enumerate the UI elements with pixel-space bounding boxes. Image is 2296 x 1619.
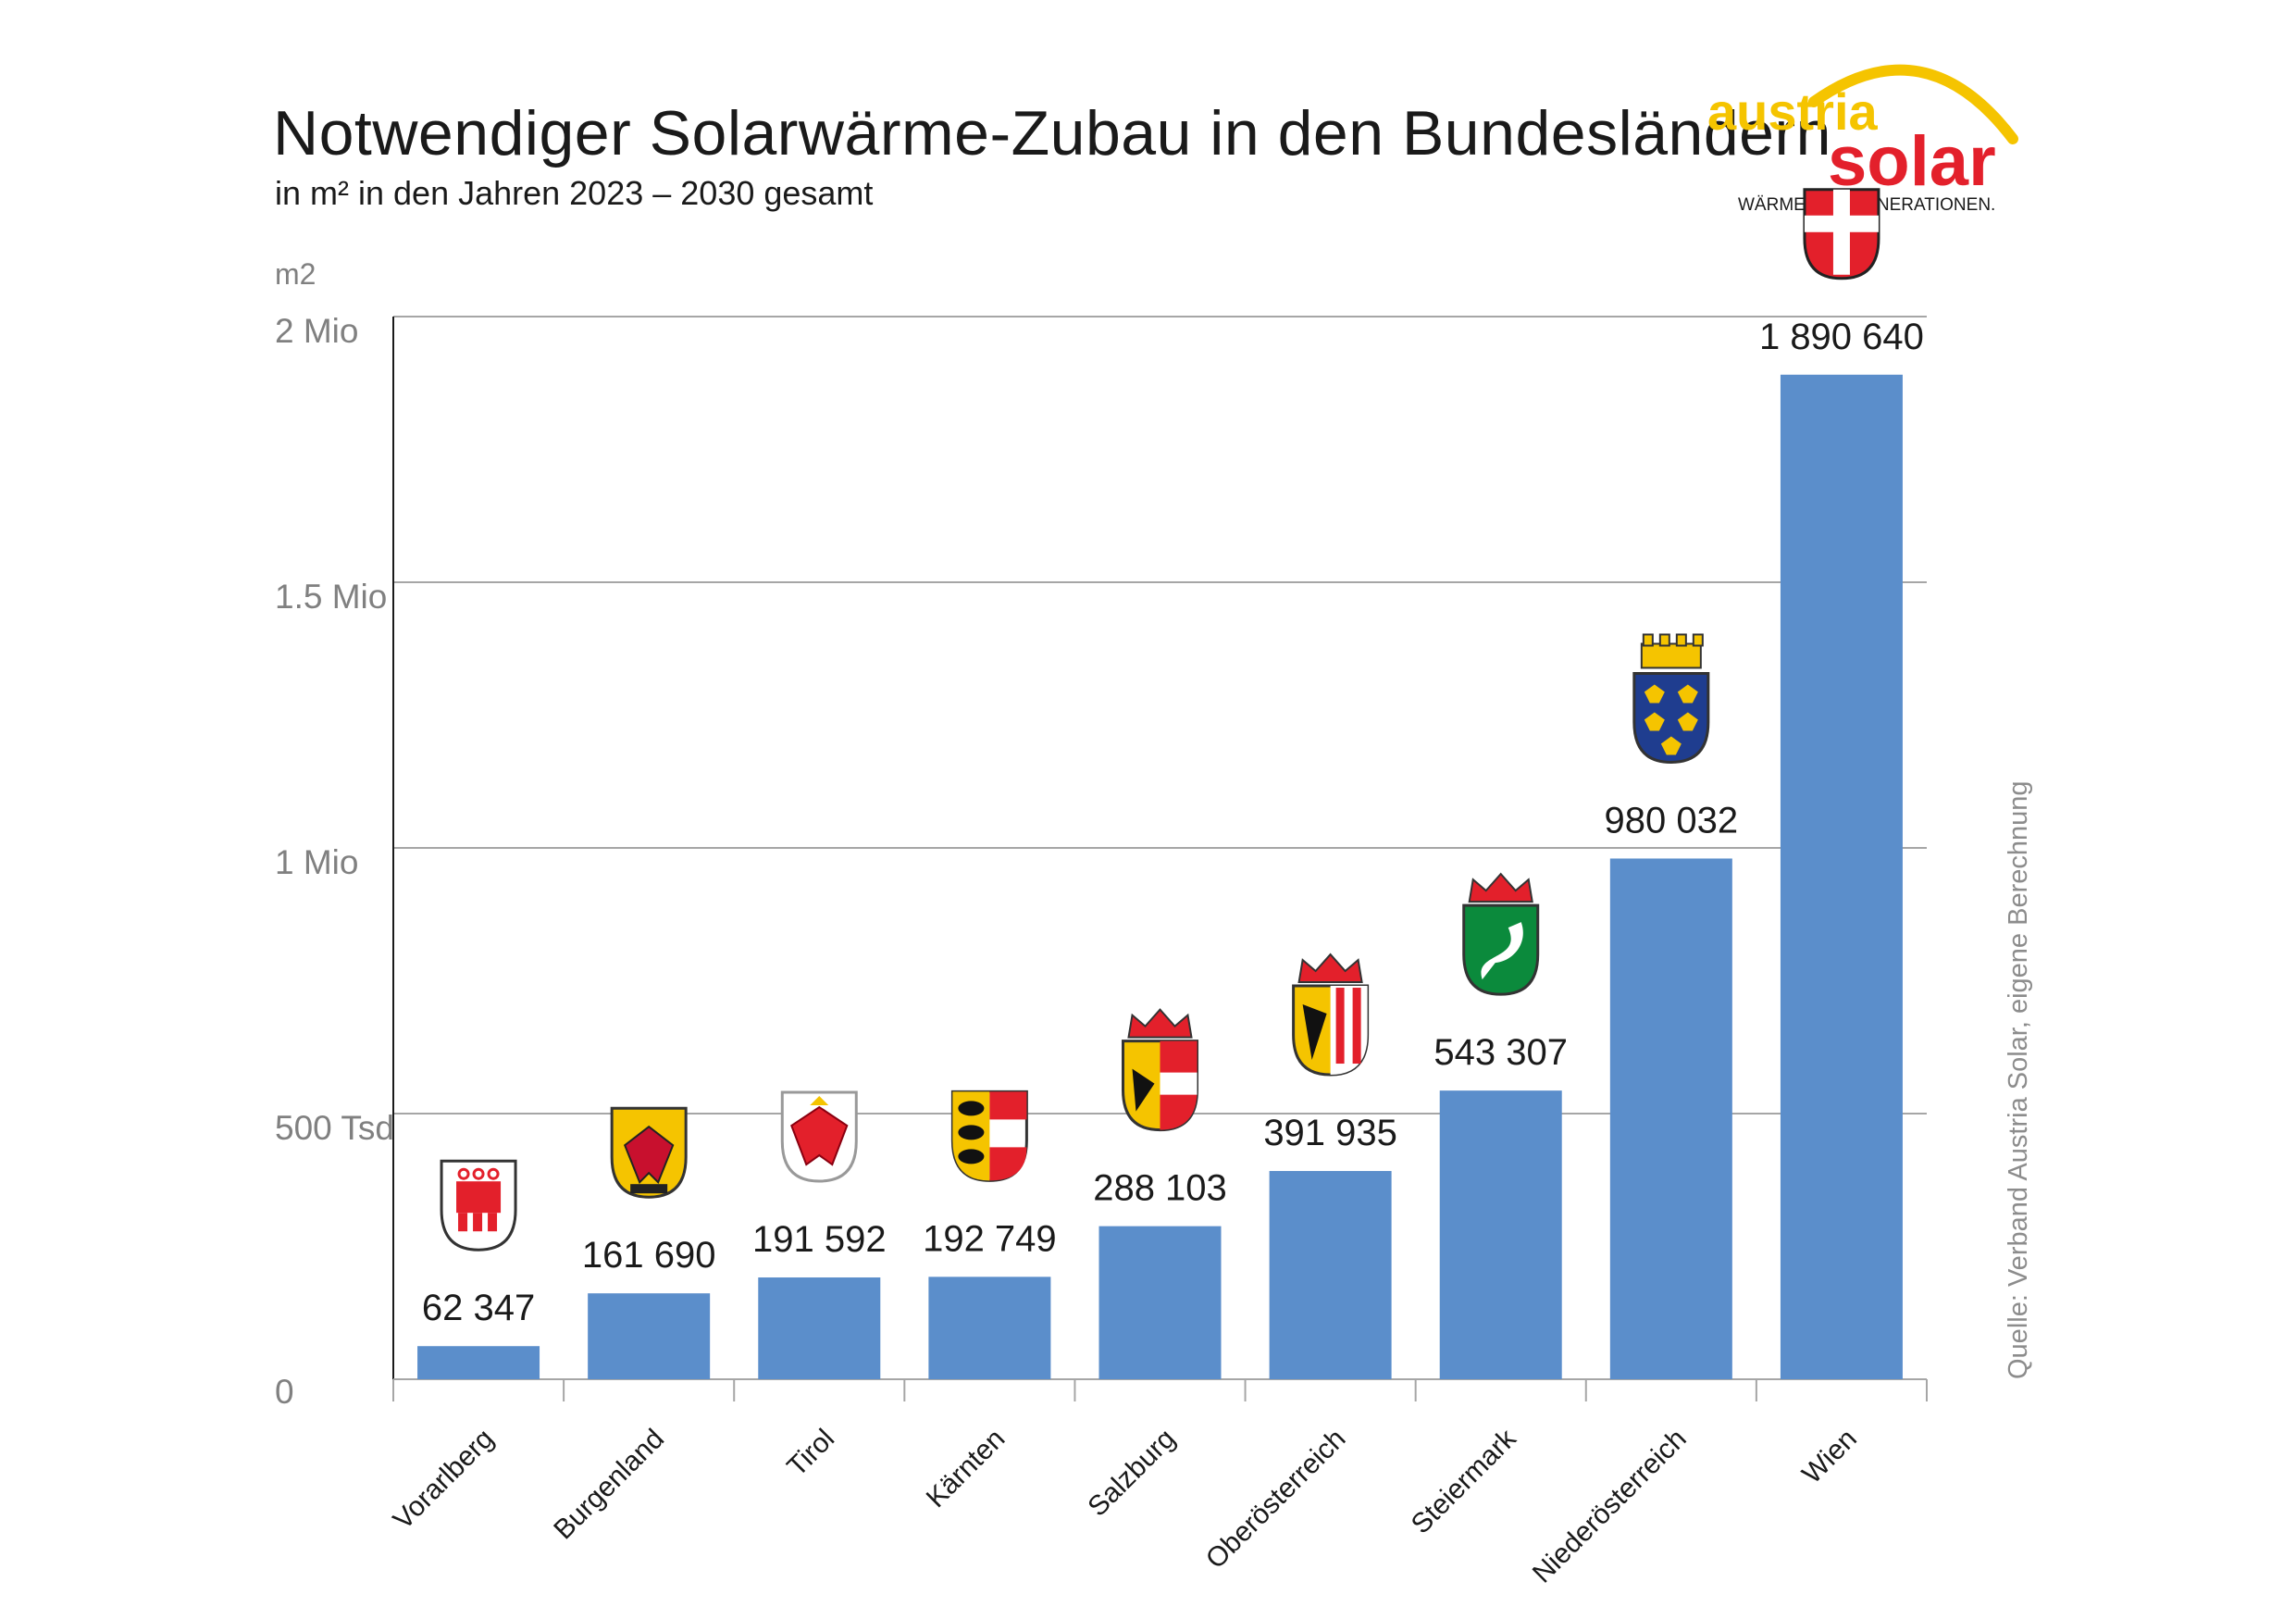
bar-oberösterreich	[1269, 1171, 1392, 1379]
x-category-label: Salzburg	[1082, 1424, 1181, 1523]
x-category-label: Wien	[1796, 1424, 1863, 1490]
x-category-label: Oberösterreich	[1200, 1424, 1352, 1575]
burgenland-coat-of-arms-icon	[610, 1106, 688, 1199]
oberoesterreich-coat-of-arms-icon	[1292, 953, 1370, 1077]
x-category-label: Kärnten	[921, 1424, 1011, 1514]
value-label: 191 592	[752, 1219, 887, 1260]
y-tick-label: 500 Tsd	[275, 1109, 394, 1147]
x-category-label: Burgenland	[548, 1424, 670, 1546]
bar-steiermark	[1439, 1090, 1562, 1379]
y-axis-unit-label: m2	[275, 257, 316, 291]
x-category-label: Vorarlberg	[388, 1424, 500, 1536]
bar-tirol	[758, 1277, 881, 1379]
y-tick-label: 1 Mio	[275, 843, 358, 881]
salzburg-coat-of-arms-icon	[1122, 1008, 1198, 1132]
x-category-label: Niederösterreich	[1527, 1424, 1693, 1589]
value-label: 543 307	[1433, 1032, 1568, 1073]
value-label: 288 103	[1093, 1168, 1227, 1209]
value-label: 62 347	[422, 1288, 535, 1328]
bar-kärnten	[928, 1277, 1051, 1379]
value-label: 980 032	[1605, 800, 1739, 841]
value-label: 161 690	[582, 1235, 716, 1276]
bar-wien	[1780, 374, 1903, 1379]
niederoesterreich-coat-of-arms-icon	[1632, 633, 1710, 764]
value-label: 192 749	[923, 1218, 1057, 1259]
kaernten-coat-of-arms-icon	[950, 1090, 1028, 1182]
wien-coat-of-arms-icon	[1803, 188, 1880, 280]
logo-top-word: austria	[1707, 82, 1878, 141]
x-category-label: Tirol	[781, 1424, 840, 1483]
y-tick-label: 1.5 Mio	[275, 578, 387, 616]
bar-salzburg	[1098, 1226, 1222, 1379]
steiermark-coat-of-arms-icon	[1462, 872, 1540, 996]
bar-burgenland	[588, 1293, 711, 1379]
value-label: 1 890 640	[1759, 317, 1924, 357]
chart-title: Notwendiger Solarwärme-Zubau in den Bund…	[273, 98, 1831, 168]
bar-niederösterreich	[1609, 858, 1732, 1379]
chart-subtitle: in m² in den Jahren 2023 – 2030 gesamt	[275, 174, 874, 212]
tirol-coat-of-arms-icon	[780, 1090, 858, 1183]
bar-vorarlberg	[417, 1346, 540, 1379]
x-category-label: Steiermark	[1406, 1423, 1523, 1540]
y-tick-label: 0	[275, 1373, 294, 1411]
value-label: 391 935	[1263, 1113, 1397, 1153]
vorarlberg-coat-of-arms-icon	[440, 1159, 517, 1252]
y-tick-label: 2 Mio	[275, 312, 358, 350]
logo-bottom-word: solar	[1828, 122, 1996, 201]
